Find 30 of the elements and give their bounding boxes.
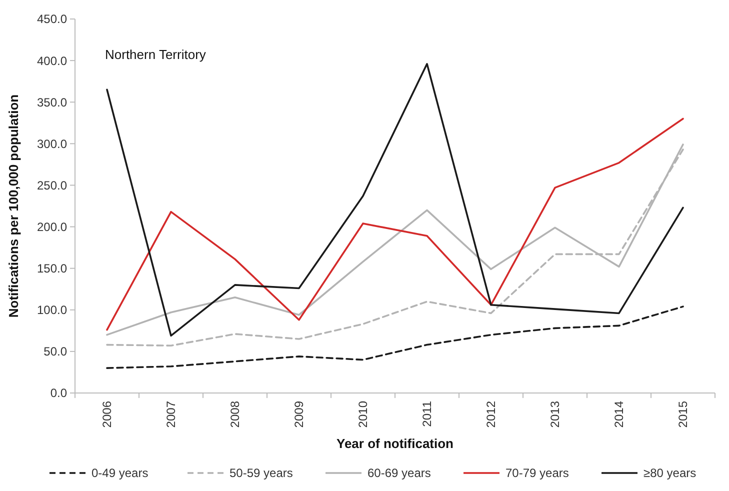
x-tick-label: 2012 bbox=[484, 400, 498, 428]
legend-label: 50-59 years bbox=[230, 466, 293, 480]
y-tick-label: 300.0 bbox=[36, 136, 68, 151]
legend-label: 60-69 years bbox=[368, 466, 431, 480]
y-tick-label: 250.0 bbox=[36, 178, 68, 192]
x-axis-title: Year of notification bbox=[336, 436, 454, 451]
x-tick-label: 2015 bbox=[676, 400, 690, 428]
y-tick-label: 50.0 bbox=[44, 344, 68, 359]
x-tick-label: 2007 bbox=[164, 400, 178, 428]
x-tick-label: 2006 bbox=[100, 400, 114, 428]
y-tick-label: 0.0 bbox=[50, 386, 68, 400]
x-tick-label: 2013 bbox=[548, 400, 562, 428]
legend-label: 70-79 years bbox=[506, 466, 569, 480]
y-tick-label: 200.0 bbox=[36, 220, 68, 234]
x-tick-label: 2010 bbox=[356, 400, 370, 428]
annotation: Northern Territory bbox=[105, 47, 206, 62]
legend-label: ≥80 years bbox=[644, 466, 696, 480]
x-tick-label: 2008 bbox=[228, 400, 242, 428]
legend-label: 0-49 years bbox=[92, 466, 148, 480]
y-tick-label: 450.0 bbox=[36, 12, 68, 26]
x-tick-label: 2009 bbox=[292, 400, 306, 428]
y-axis-title: Notifications per 100,000 population bbox=[6, 94, 21, 318]
y-tick-label: 100.0 bbox=[36, 303, 68, 318]
line-series bbox=[106, 306, 684, 369]
x-tick-label: 2011 bbox=[420, 400, 434, 427]
y-tick-label: 350.0 bbox=[36, 95, 68, 110]
line-series bbox=[106, 62, 684, 337]
y-tick-label: 150.0 bbox=[36, 262, 68, 276]
x-tick-label: 2014 bbox=[612, 400, 626, 428]
y-tick-label: 400.0 bbox=[36, 54, 68, 68]
